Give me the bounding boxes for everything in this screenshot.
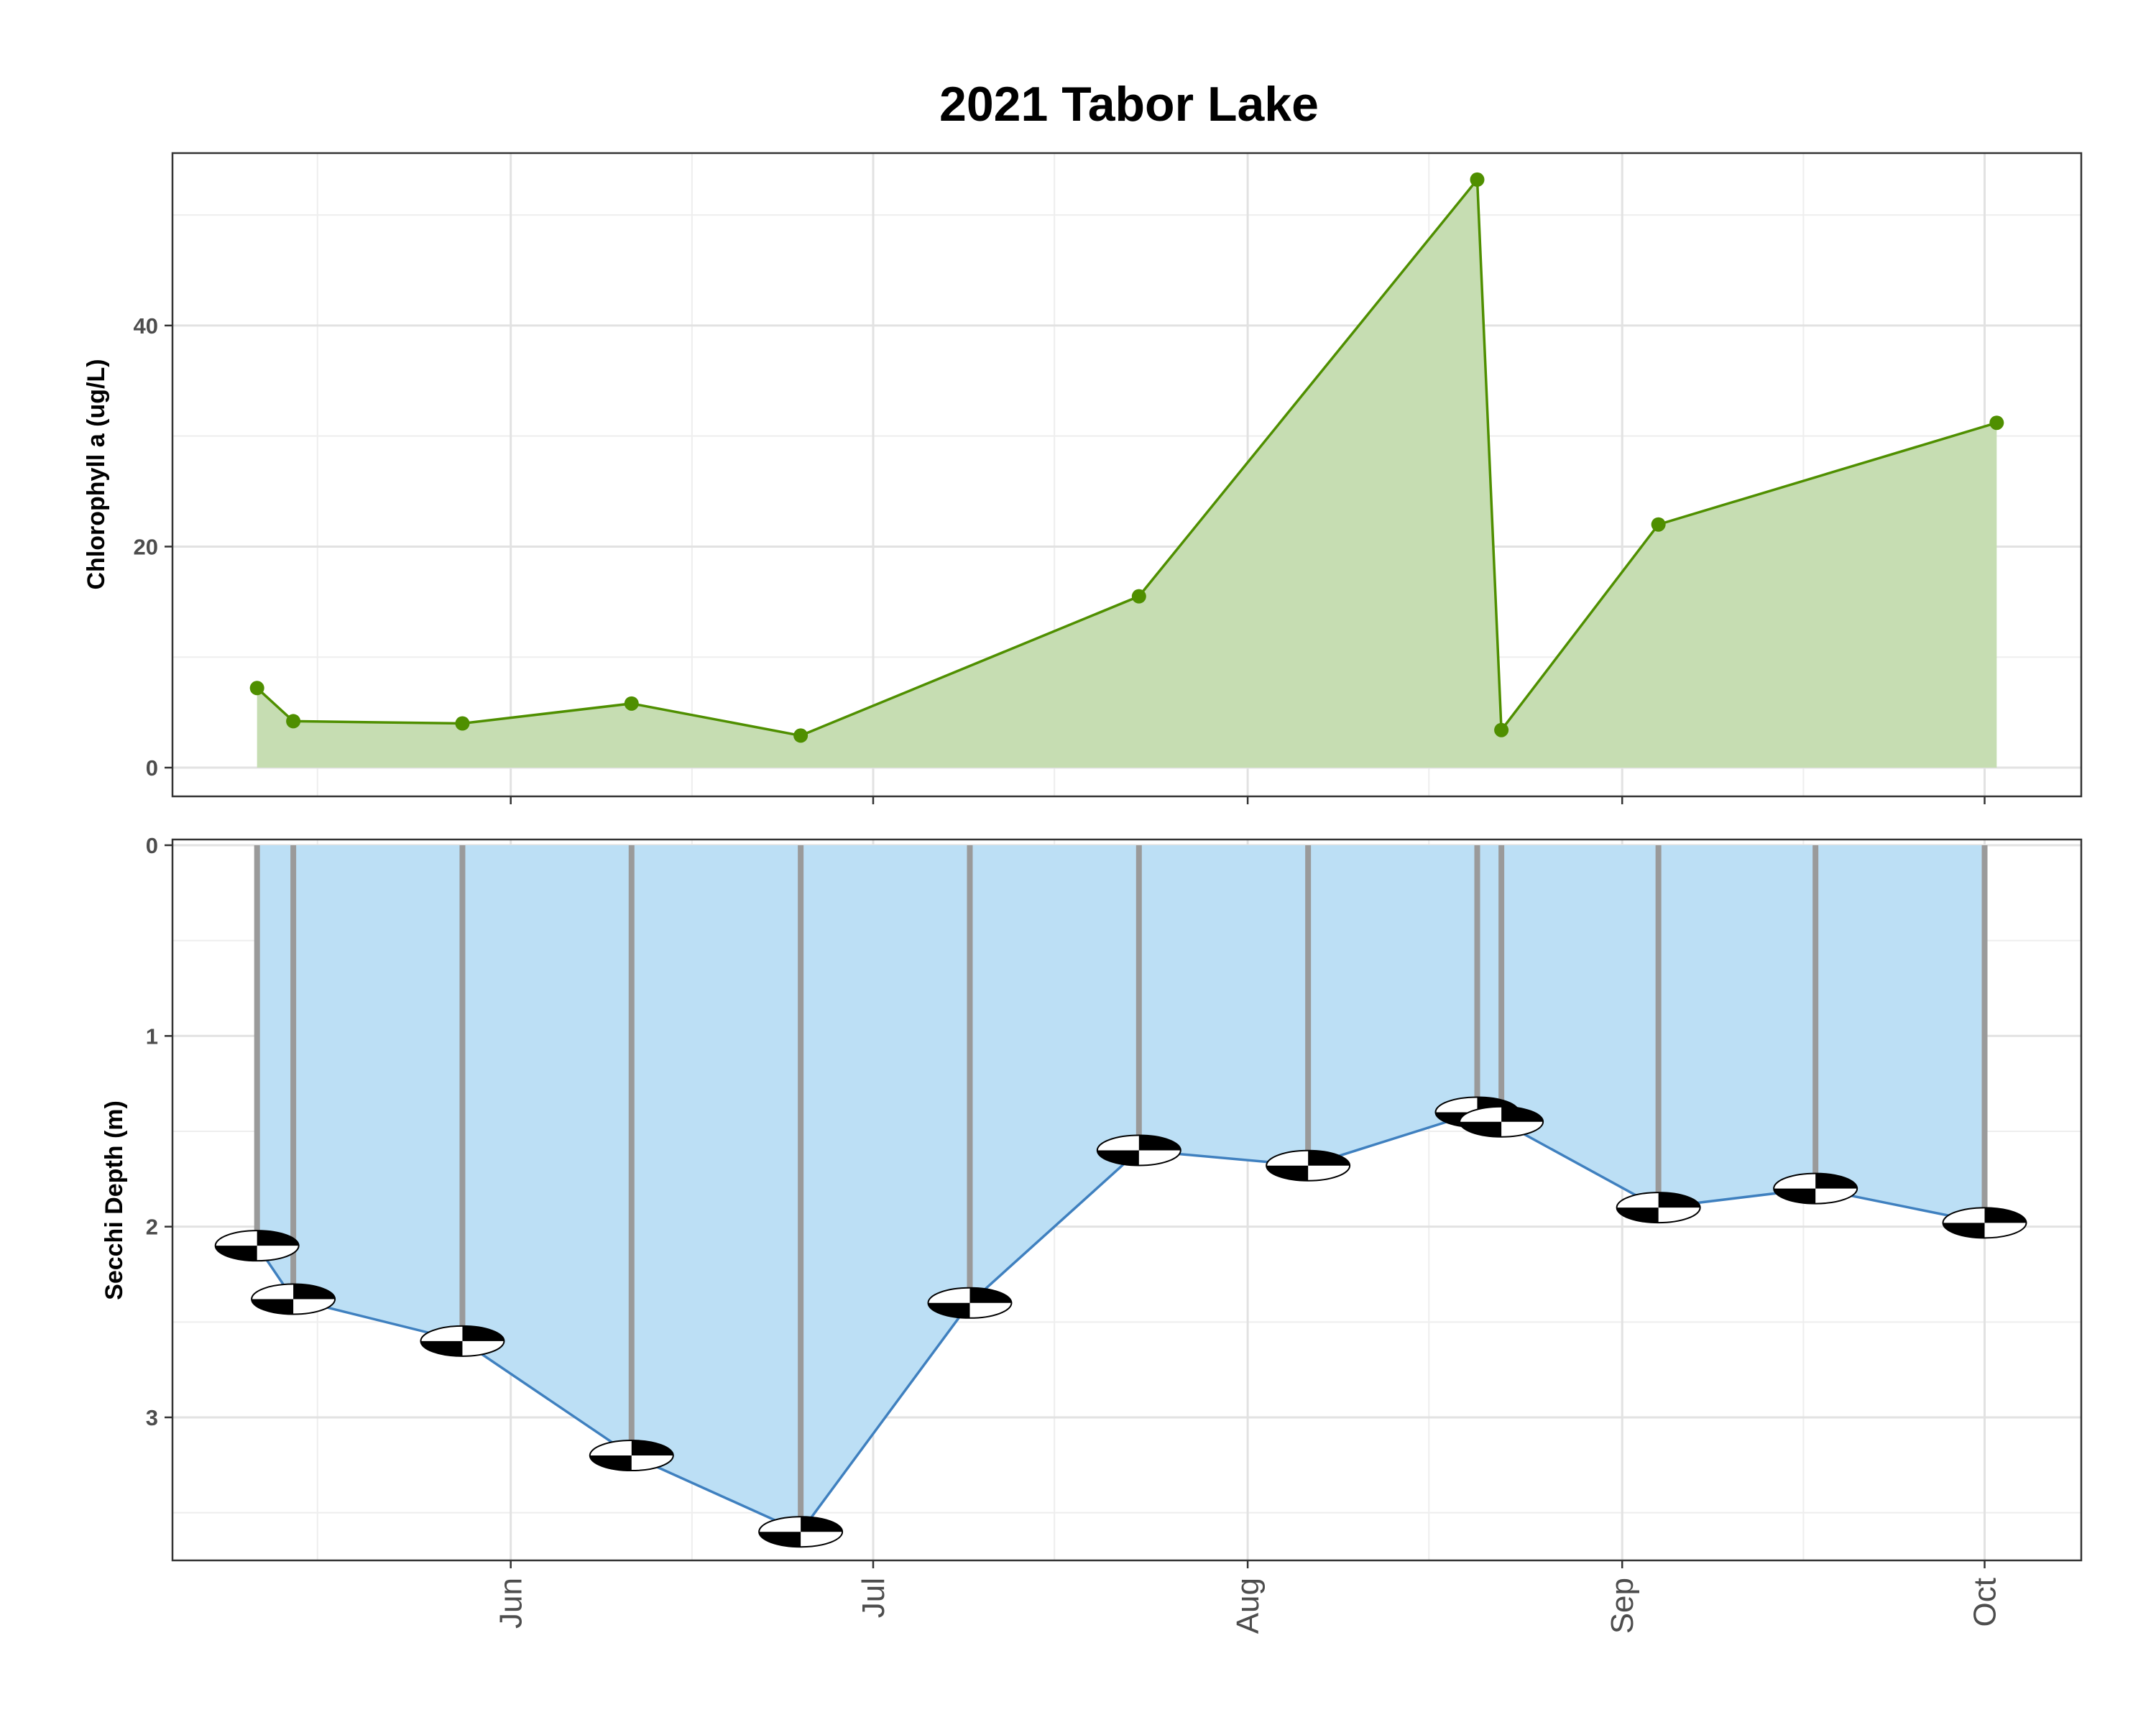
chlorophyll-y-tick-label: 20	[134, 534, 158, 559]
secchi-disk-rim	[420, 1325, 505, 1357]
chlorophyll-line	[256, 176, 1997, 737]
secchi-disk-quadrant	[631, 1440, 673, 1456]
secchi-disk-rim	[214, 1230, 300, 1262]
secchi-disk-quadrant	[589, 1455, 632, 1471]
secchi-disk-quadrant	[1943, 1223, 1985, 1238]
secchi-disk-rim	[1616, 1192, 1701, 1224]
secchi-disk-quadrant	[1984, 1208, 2027, 1223]
secchi-disk-rim	[251, 1283, 336, 1315]
secchi-disk-icon	[251, 1283, 336, 1315]
secchi-x-ticks: Jun Jul Aug Sep Oct	[494, 1560, 2003, 1634]
secchi-disk-icon	[1266, 1149, 1351, 1182]
secchi-disk-icon	[214, 1230, 300, 1262]
chlorophyll-point	[1651, 517, 1666, 532]
secchi-panel: 0 1 2 3 Jun Jul Aug Sep Oct Secchi Depth (m)	[101, 833, 2083, 1634]
secchi-disk-rim	[1266, 1149, 1351, 1182]
secchi-y-tick-label: 2	[146, 1215, 158, 1240]
secchi-disk-quadrant	[1774, 1188, 1816, 1204]
chlorophyll-point	[624, 696, 639, 711]
secchi-disk-quadrant	[801, 1517, 843, 1532]
secchi-disk-quadrant	[293, 1284, 336, 1300]
secchi-disk-icon	[1773, 1172, 1858, 1205]
x-tick-label: Jul	[856, 1578, 891, 1618]
secchi-disk-quadrant	[1138, 1135, 1181, 1151]
secchi-y-ticks: 0 1 2 3	[146, 833, 172, 1430]
chart-title: 2021 Tabor Lake	[939, 77, 1319, 132]
chlorophyll-panel: 0 20 40 Chlorophyll a (ug/L)	[83, 152, 2083, 804]
secchi-disk-icon	[927, 1287, 1013, 1319]
secchi-disk-icon	[1616, 1192, 1701, 1224]
secchi-disk-quadrant	[1097, 1150, 1139, 1166]
secchi-disk-quadrant	[759, 1532, 801, 1547]
secchi-disk-rim	[758, 1516, 844, 1548]
chlorophyll-axis-label: Chlorophyll a (ug/L)	[83, 359, 110, 589]
secchi-disk-icon	[1096, 1134, 1181, 1167]
chlorophyll-panel-border	[171, 152, 2083, 798]
x-tick-label: Oct	[1968, 1578, 2003, 1627]
secchi-disk-quadrant	[215, 1246, 257, 1261]
secchi-disk-rim	[1096, 1134, 1181, 1167]
chlorophyll-point	[249, 681, 264, 696]
chlorophyll-y-tick-label: 40	[134, 313, 158, 339]
secchi-disk-rim	[1942, 1207, 2027, 1239]
x-tick-label: Aug	[1230, 1578, 1266, 1634]
secchi-disk-quadrant	[1460, 1121, 1502, 1137]
secchi-disk-rim	[927, 1287, 1013, 1319]
secchi-disk-quadrant	[420, 1340, 463, 1356]
chlorophyll-y-ticks: 0 20 40	[134, 313, 172, 781]
secchi-disk-icon	[420, 1325, 505, 1357]
secchi-disk-quadrant	[1658, 1192, 1700, 1208]
x-tick-label: Sep	[1605, 1578, 1640, 1634]
secchi-disk-icon	[1459, 1105, 1544, 1138]
x-tick-label: Jun	[494, 1578, 529, 1629]
secchi-panel-border	[171, 838, 2083, 1562]
chlorophyll-point	[286, 714, 301, 729]
chlorophyll-area	[257, 179, 1997, 768]
secchi-disk-icon	[758, 1516, 844, 1548]
chlorophyll-point	[793, 728, 808, 743]
secchi-disk-quadrant	[1308, 1150, 1350, 1166]
secchi-disk-quadrant	[257, 1230, 299, 1246]
chlorophyll-point	[1131, 589, 1146, 604]
secchi-disk-quadrant	[462, 1325, 505, 1341]
secchi-disk-quadrant	[1815, 1173, 1858, 1189]
secchi-disk-quadrant	[928, 1302, 970, 1318]
secchi-disk-icon	[589, 1440, 674, 1472]
secchi-disk-quadrant	[1266, 1165, 1309, 1181]
chlorophyll-series	[249, 172, 2004, 768]
chlorophyll-point	[1494, 722, 1509, 737]
chlorophyll-point	[455, 716, 470, 731]
secchi-axis-label: Secchi Depth (m)	[101, 1100, 128, 1300]
chlorophyll-point	[1470, 172, 1485, 187]
secchi-y-tick-label: 0	[146, 833, 158, 858]
chlorophyll-y-tick-label: 0	[146, 755, 158, 781]
secchi-series	[214, 845, 2027, 1548]
chlorophyll-gridlines	[172, 153, 2081, 796]
secchi-disk-quadrant	[969, 1287, 1012, 1303]
secchi-disk-rim	[1459, 1105, 1544, 1138]
secchi-y-tick-label: 1	[146, 1024, 158, 1049]
secchi-disk-icon	[1942, 1207, 2027, 1239]
secchi-disk-quadrant	[1616, 1208, 1659, 1223]
secchi-disk-quadrant	[1501, 1106, 1544, 1122]
secchi-disk-rim	[1773, 1172, 1858, 1205]
secchi-disk-quadrant	[252, 1299, 294, 1315]
chlorophyll-point	[1989, 415, 2004, 431]
secchi-disk-rim	[589, 1440, 674, 1472]
secchi-y-tick-label: 3	[146, 1405, 158, 1430]
secchi-area	[257, 845, 1985, 1532]
chlorophyll-x-ticks	[510, 796, 1986, 804]
